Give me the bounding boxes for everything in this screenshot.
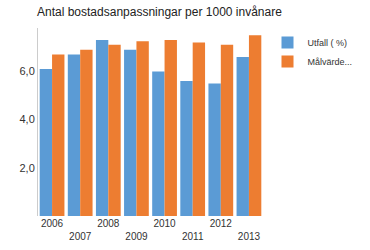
svg-text:2,0: 2,0: [20, 162, 35, 174]
svg-text:4,0: 4,0: [20, 113, 35, 125]
svg-text:Utfall ( %): Utfall ( %): [308, 38, 348, 48]
svg-text:2006: 2006: [41, 218, 64, 229]
svg-text:2011: 2011: [182, 231, 204, 242]
svg-text:6,0: 6,0: [20, 65, 35, 77]
svg-text:Antal bostadsanpassningar per: Antal bostadsanpassningar per 1000 invån…: [37, 5, 282, 19]
svg-text:2013: 2013: [238, 231, 261, 242]
svg-text:2009: 2009: [125, 231, 148, 242]
svg-text:2008: 2008: [97, 218, 120, 229]
svg-text:2007: 2007: [69, 231, 92, 242]
svg-text:Målvärde...: Målvärde...: [308, 57, 353, 67]
svg-text:2010: 2010: [153, 218, 176, 229]
svg-text:2012: 2012: [210, 218, 233, 229]
